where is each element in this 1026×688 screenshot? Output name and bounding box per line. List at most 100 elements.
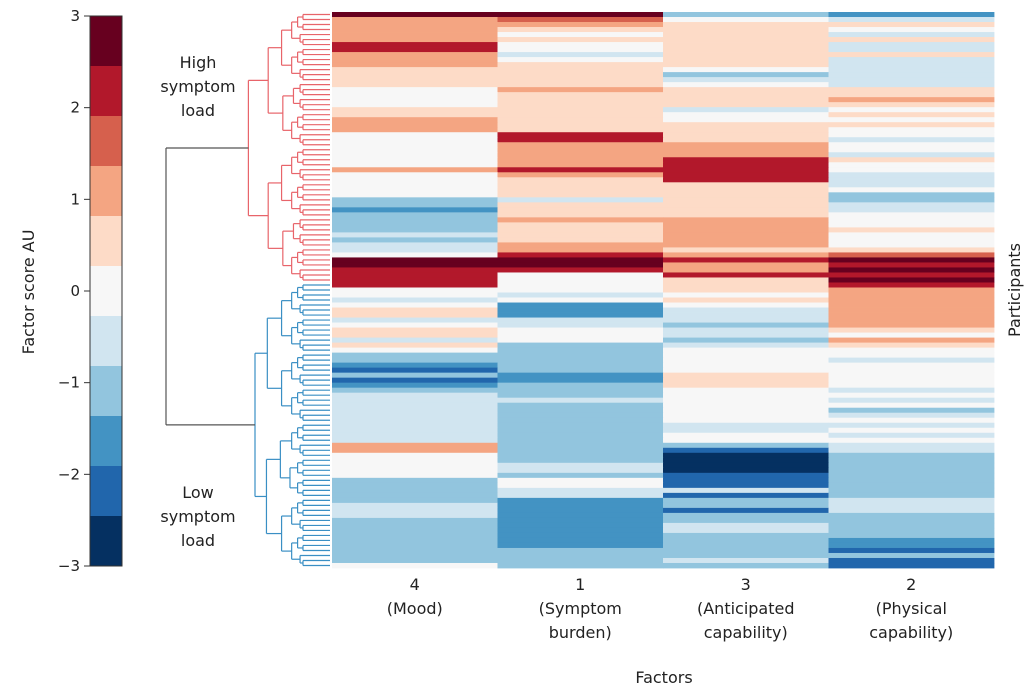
heatmap-cell [497,87,664,93]
factor-name-label: (Symptom [539,599,622,618]
heatmap-cell [663,102,829,108]
heatmap-cell [332,412,498,419]
heatmap-cell [663,197,829,203]
heatmap-cell [663,17,829,23]
heatmap-cell [497,272,664,278]
heatmap-cell [497,317,664,323]
colorbar-segment [90,366,122,417]
heatmap-cell [332,22,498,28]
heatmap-cell [663,152,829,158]
heatmap-cell [663,457,829,464]
heatmap-cell [497,252,664,258]
heatmap-cell [828,272,995,278]
colorbar-segment [90,216,122,267]
heatmap-cell [828,92,995,98]
heatmap-cell [497,57,664,63]
heatmap-cell [663,467,829,474]
heatmap-cell [828,232,995,238]
heatmap-cell [497,352,664,359]
heatmap-cell [497,472,664,479]
heatmap-cell [663,122,829,128]
heatmap-cell [828,242,995,248]
heatmap-cell [663,532,829,539]
heatmap-cell [497,557,664,564]
heatmap-cell [332,302,498,308]
heatmap-cell [332,362,498,369]
heatmap-cell [828,262,995,268]
heatmap-cell [497,512,664,519]
heatmap-cell [663,327,829,333]
heatmap-cell [828,392,995,399]
heatmap-cell [497,122,664,128]
heatmap-cell [828,52,995,58]
heatmap-cell [828,327,995,333]
heatmap-cell [497,207,664,213]
heatmap-cell [663,287,829,293]
heatmap-cell [332,357,498,364]
heatmap-cell [332,97,498,103]
colorbar-segment [90,116,122,167]
factor-name-label: capability) [704,623,788,642]
heatmap-cell [663,547,829,554]
heatmap-cell [663,62,829,68]
heatmap-cell [497,32,664,38]
heatmap-cell [663,417,829,424]
heatmap-cell [828,352,995,359]
heatmap-cell [828,207,995,213]
heatmap-cell [497,397,664,404]
heatmap-cell [663,297,829,303]
heatmap-cell [497,257,664,263]
heatmap-cell [332,87,498,93]
heatmap-cell [332,477,498,484]
heatmap-cell [828,267,995,273]
heatmap-cell [828,472,995,479]
heatmap-cell [497,477,664,484]
heatmap-cell [663,402,829,409]
heatmap-cell [497,347,664,354]
heatmap-cell [497,82,664,88]
colorbar-segment [90,516,122,567]
heatmap-cell [663,27,829,33]
heatmap-cell [332,157,498,163]
heatmap-cell [828,407,995,414]
heatmap-cell [663,82,829,88]
factor-name-label: (Physical [876,599,947,618]
heatmap-cell [497,162,664,168]
heatmap-cell [497,197,664,203]
heatmap-cell [497,417,664,424]
heatmap-cell [332,367,498,374]
heatmap-cell [663,322,829,328]
heatmap-cell [332,222,498,228]
cluster-labels: High symptom load Low symptom load [160,53,235,550]
heatmap-cell [828,97,995,103]
heatmap-cell [332,212,498,218]
heatmap-cell [332,537,498,544]
heatmap-cell [332,332,498,338]
heatmap-cell [332,467,498,474]
y-axis-title: Participants [1005,243,1024,337]
heatmap-cell [663,412,829,419]
heatmap-cell [663,132,829,138]
heatmap-cell [332,167,498,173]
colorbar [89,15,123,567]
heatmap-cell [828,202,995,208]
heatmap-cell [497,382,664,389]
colorbar-segment [90,266,122,317]
heatmap-cell [828,367,995,374]
heatmap-cell [828,47,995,53]
heatmap-cell [663,32,829,38]
heatmap-cell [497,62,664,68]
heatmap-cell [663,107,829,113]
heatmap-cell [332,502,498,509]
heatmap-cell [332,487,498,494]
heatmap-cell [663,537,829,544]
heatmap-cell [828,177,995,183]
heatmap-cell [497,442,664,449]
heatmap-cell [663,292,829,298]
factor-name-label: burden) [549,623,612,642]
heatmap-cell [828,157,995,163]
heatmap-cell [497,322,664,328]
heatmap-cell [828,42,995,48]
heatmap-cell [497,437,664,444]
heatmap-cell [828,487,995,494]
